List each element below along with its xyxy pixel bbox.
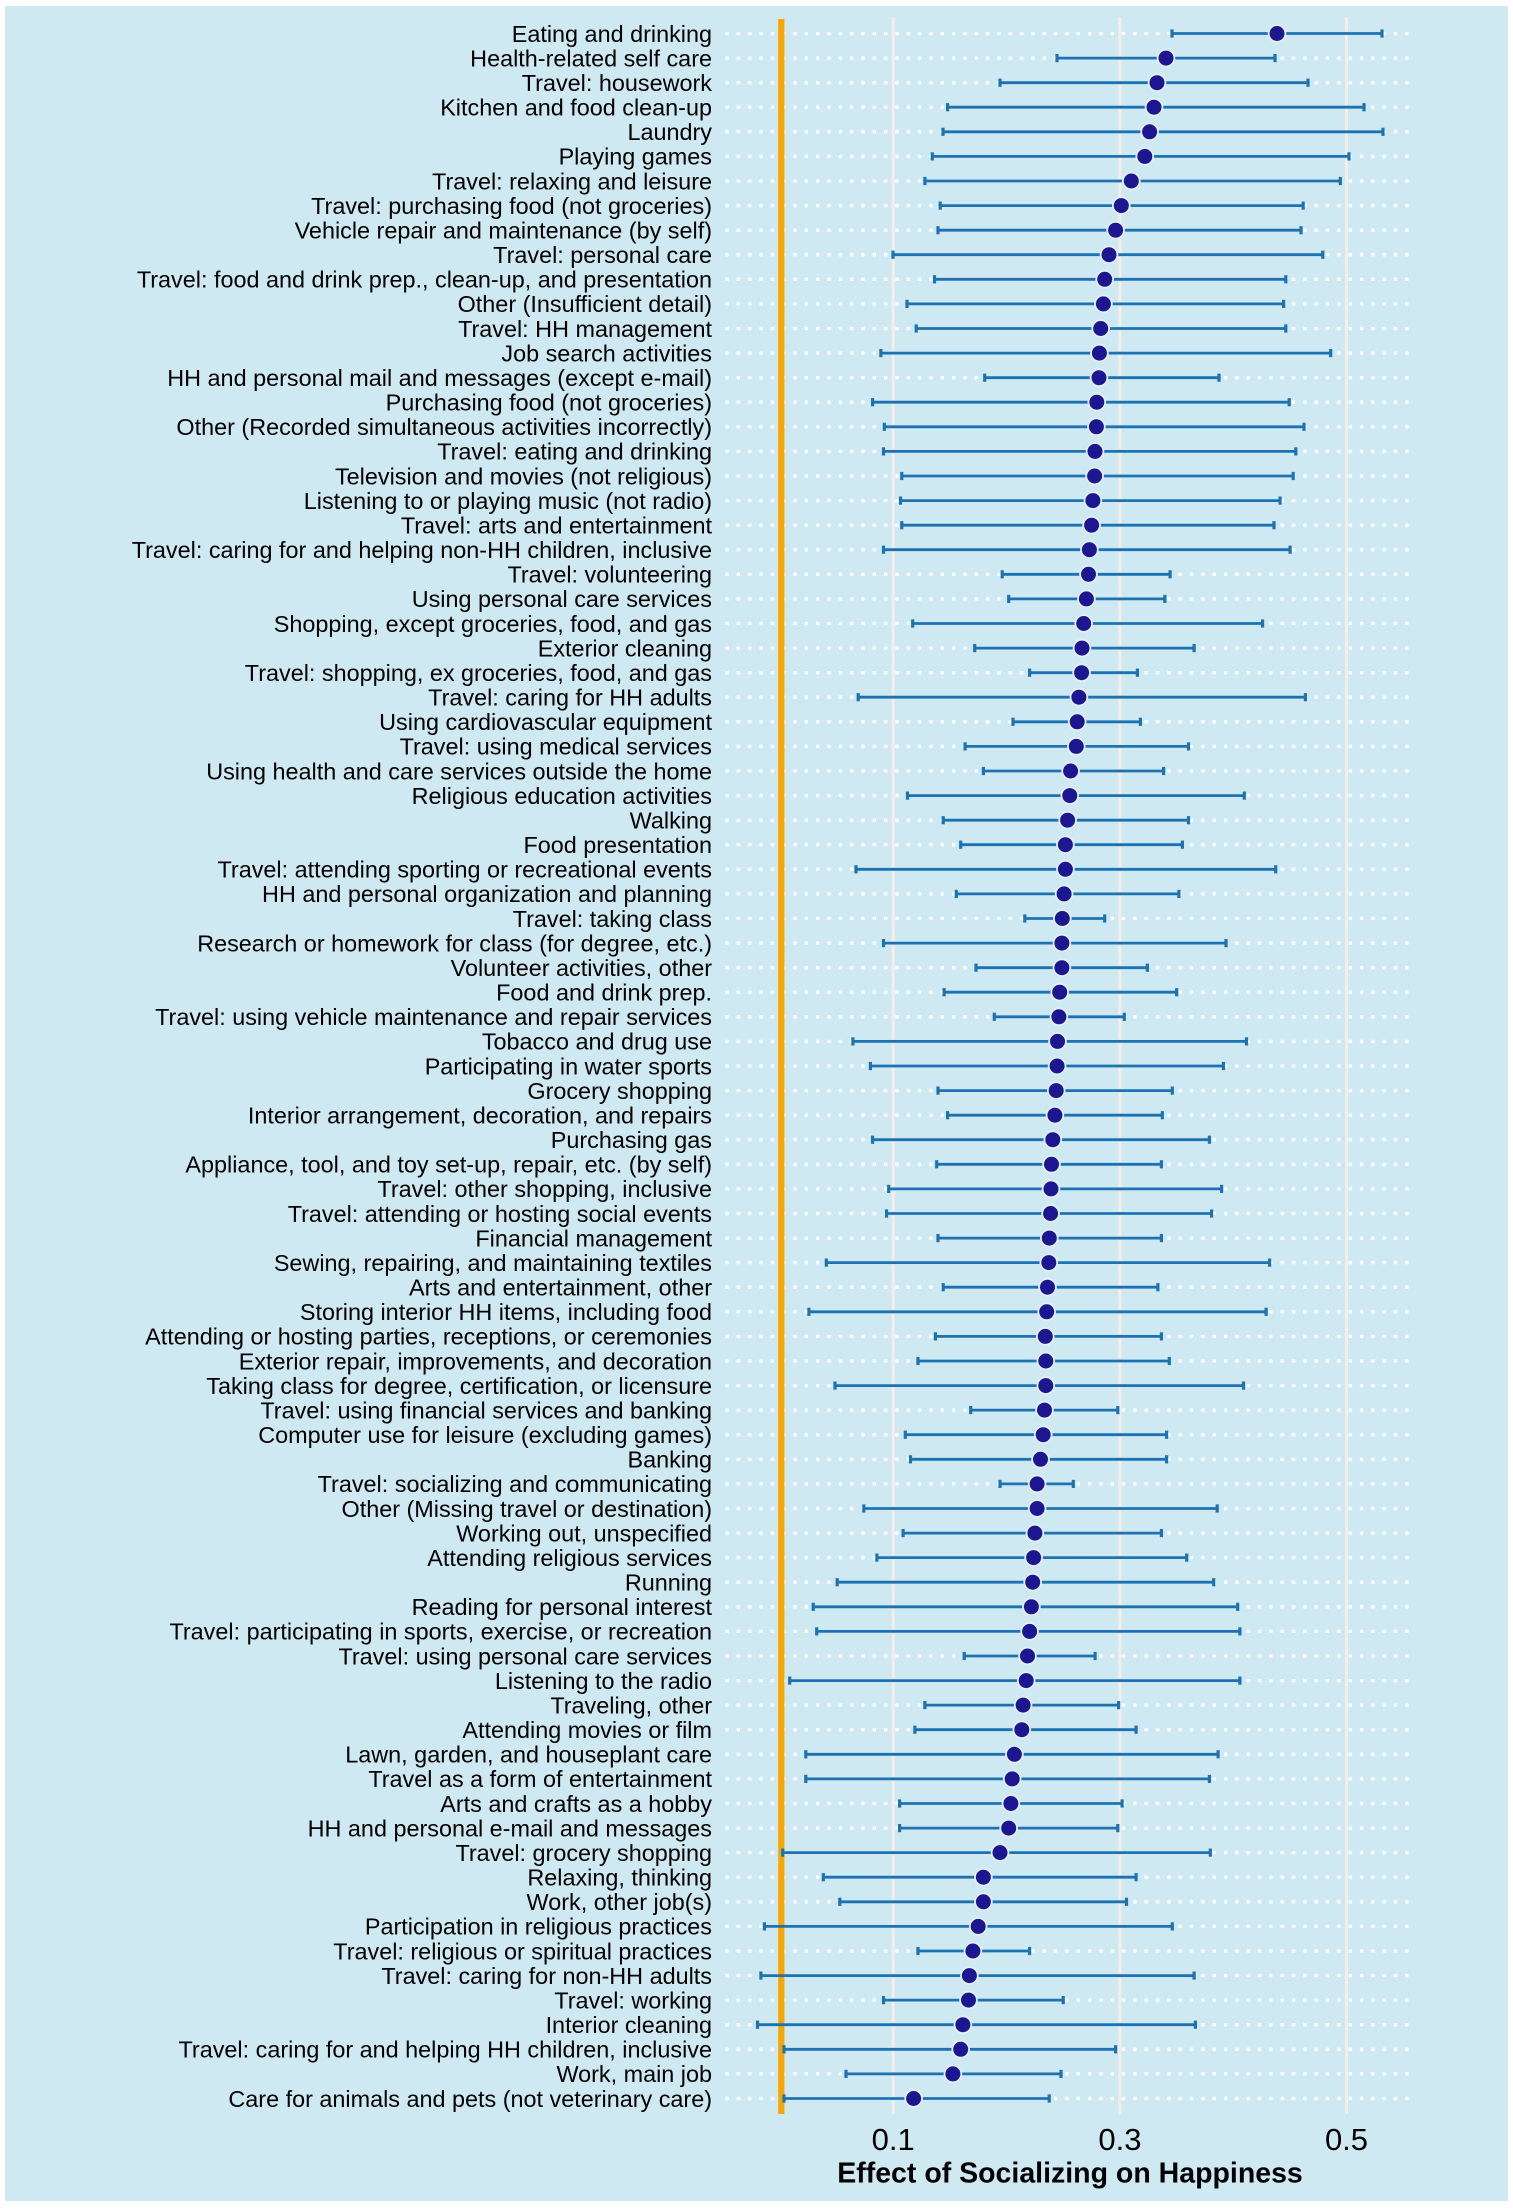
- svg-text:Travel as a form of entertainm: Travel as a form of entertainment: [368, 1766, 712, 1792]
- svg-text:Travel: housework: Travel: housework: [522, 70, 713, 96]
- svg-text:Working out, unspecified: Working out, unspecified: [456, 1520, 712, 1546]
- svg-text:Travel: food and drink prep.,: Travel: food and drink prep., clean-up, …: [137, 267, 712, 293]
- svg-text:Research or homework for class: Research or homework for class (for degr…: [197, 930, 712, 956]
- svg-text:Computer use for leisure (excl: Computer use for leisure (excluding game…: [258, 1422, 712, 1448]
- svg-text:Purchasing gas: Purchasing gas: [551, 1127, 712, 1153]
- svg-text:Using personal care services: Using personal care services: [412, 586, 712, 612]
- svg-text:Travel: using financial servic: Travel: using financial services and ban…: [260, 1397, 712, 1423]
- svg-text:Travel: HH management: Travel: HH management: [458, 316, 712, 342]
- svg-text:Travel: working: Travel: working: [554, 1987, 712, 2013]
- svg-text:Other (Missing travel or desti: Other (Missing travel or destination): [342, 1496, 713, 1522]
- svg-text:Tobacco and drug use: Tobacco and drug use: [482, 1029, 712, 1055]
- svg-text:Arts and crafts as a hobby: Arts and crafts as a hobby: [440, 1791, 712, 1817]
- svg-text:Work, other job(s): Work, other job(s): [527, 1889, 712, 1915]
- svg-text:Attending or hosting parties,: Attending or hosting parties, receptions…: [145, 1324, 712, 1350]
- svg-text:Travel: caring for HH adults: Travel: caring for HH adults: [428, 685, 712, 711]
- svg-text:Banking: Banking: [627, 1447, 712, 1473]
- svg-text:Interior arrangement, decorati: Interior arrangement, decoration, and re…: [248, 1103, 712, 1129]
- svg-text:Attending movies or film: Attending movies or film: [462, 1717, 712, 1743]
- svg-text:Travel: arts and entertainment: Travel: arts and entertainment: [401, 513, 713, 539]
- svg-text:Exterior cleaning: Exterior cleaning: [538, 635, 712, 661]
- svg-text:Storing interior HH items, inc: Storing interior HH items, including foo…: [300, 1299, 712, 1325]
- svg-text:Travel: participating in sport: Travel: participating in sports, exercis…: [169, 1619, 712, 1645]
- svg-text:Laundry: Laundry: [627, 119, 712, 145]
- svg-text:Using cardiovascular equipment: Using cardiovascular equipment: [379, 709, 712, 735]
- svg-text:Traveling, other: Traveling, other: [550, 1692, 712, 1718]
- svg-text:Sewing, repairing, and maintai: Sewing, repairing, and maintaining texti…: [274, 1250, 712, 1276]
- svg-text:Reading for personal interest: Reading for personal interest: [412, 1594, 713, 1620]
- svg-text:Travel: eating and drinking: Travel: eating and drinking: [437, 439, 712, 465]
- svg-text:Travel: relaxing and leisure: Travel: relaxing and leisure: [432, 168, 712, 194]
- svg-text:Attending religious services: Attending religious services: [427, 1545, 712, 1571]
- svg-text:0.5: 0.5: [1325, 2122, 1368, 2157]
- svg-text:Travel: shopping, ex groceries: Travel: shopping, ex groceries, food, an…: [245, 660, 712, 686]
- svg-text:HH and personal e-mail and mes: HH and personal e-mail and messages: [308, 1815, 712, 1841]
- svg-text:Other (Recorded simultaneous a: Other (Recorded simultaneous activities …: [176, 414, 712, 440]
- svg-text:Volunteer activities, other: Volunteer activities, other: [451, 955, 713, 981]
- svg-text:Walking: Walking: [630, 808, 712, 834]
- svg-text:Exterior repair, improvements,: Exterior repair, improvements, and decor…: [239, 1348, 712, 1374]
- svg-text:Kitchen and food clean-up: Kitchen and food clean-up: [440, 95, 712, 121]
- svg-text:Health-related self care: Health-related self care: [470, 45, 712, 71]
- svg-text:Eating and drinking: Eating and drinking: [512, 21, 712, 47]
- svg-text:Travel: attending sporting or: Travel: attending sporting or recreation…: [217, 857, 712, 883]
- svg-text:Financial management: Financial management: [475, 1225, 712, 1251]
- svg-text:Listening to or playing music: Listening to or playing music (not radio…: [304, 488, 712, 514]
- svg-text:0.1: 0.1: [872, 2122, 915, 2157]
- svg-text:Travel: attending or hosting s: Travel: attending or hosting social even…: [288, 1201, 712, 1227]
- svg-text:Listening to the radio: Listening to the radio: [495, 1668, 712, 1694]
- svg-text:Job search activities: Job search activities: [501, 340, 712, 366]
- svg-text:Travel: grocery shopping: Travel: grocery shopping: [455, 1840, 712, 1866]
- svg-text:Effect of Socializing on Happi: Effect of Socializing on Happiness: [837, 2158, 1303, 2190]
- svg-text:HH and personal organization a: HH and personal organization and plannin…: [262, 881, 712, 907]
- svg-text:HH and personal mail and messa: HH and personal mail and messages (excep…: [167, 365, 712, 391]
- svg-text:Grocery shopping: Grocery shopping: [527, 1078, 712, 1104]
- svg-text:Travel: using medical services: Travel: using medical services: [400, 734, 712, 760]
- svg-text:Appliance, tool, and toy set-u: Appliance, tool, and toy set-up, repair,…: [185, 1152, 712, 1178]
- svg-text:Purchasing food (not groceries: Purchasing food (not groceries): [386, 390, 712, 416]
- svg-text:Travel: personal care: Travel: personal care: [493, 242, 712, 268]
- svg-text:Travel: caring for non-HH adul: Travel: caring for non-HH adults: [381, 1963, 712, 1989]
- svg-text:Travel: taking class: Travel: taking class: [513, 906, 712, 932]
- svg-text:Participation in religious pra: Participation in religious practices: [365, 1914, 712, 1940]
- svg-text:Travel: purchasing food (not g: Travel: purchasing food (not groceries): [311, 193, 712, 219]
- svg-text:0.3: 0.3: [1098, 2122, 1141, 2157]
- svg-text:Shopping, except groceries, fo: Shopping, except groceries, food, and ga…: [274, 611, 712, 637]
- svg-text:Travel: socializing and commun: Travel: socializing and communicating: [318, 1471, 712, 1497]
- svg-text:Relaxing, thinking: Relaxing, thinking: [527, 1865, 712, 1891]
- svg-text:Travel: caring for and helping: Travel: caring for and helping HH childr…: [179, 2037, 712, 2063]
- svg-text:Lawn, garden, and houseplant c: Lawn, garden, and houseplant care: [345, 1742, 712, 1768]
- svg-text:Travel: volunteering: Travel: volunteering: [507, 562, 712, 588]
- svg-text:Religious education activities: Religious education activities: [412, 783, 712, 809]
- svg-text:Playing games: Playing games: [559, 144, 712, 170]
- svg-text:Running: Running: [625, 1570, 712, 1596]
- svg-text:Using health and care services: Using health and care services outside t…: [206, 758, 712, 784]
- svg-text:Travel: using vehicle maintena: Travel: using vehicle maintenance and re…: [155, 1004, 712, 1030]
- svg-text:Participating in water sports: Participating in water sports: [425, 1053, 712, 1079]
- svg-text:Travel: other shopping, inclus: Travel: other shopping, inclusive: [377, 1176, 712, 1202]
- svg-text:Care for animals and pets (not: Care for animals and pets (not veterinar…: [228, 2086, 712, 2112]
- svg-text:Taking class for degree, certi: Taking class for degree, certification, …: [206, 1373, 712, 1399]
- svg-text:Travel: caring for and helping: Travel: caring for and helping non-HH ch…: [132, 537, 712, 563]
- svg-text:Travel: religious or spiritual: Travel: religious or spiritual practices: [333, 1938, 712, 1964]
- svg-text:Food and drink prep.: Food and drink prep.: [496, 980, 712, 1006]
- svg-text:Other (Insufficient detail): Other (Insufficient detail): [458, 291, 712, 317]
- svg-text:Food presentation: Food presentation: [523, 832, 712, 858]
- svg-text:Vehicle repair and maintenance: Vehicle repair and maintenance (by self): [295, 218, 712, 244]
- svg-text:Travel: using personal care se: Travel: using personal care services: [338, 1643, 712, 1669]
- svg-text:Work, main job: Work, main job: [556, 2061, 712, 2087]
- svg-text:Television and movies (not rel: Television and movies (not religious): [335, 463, 712, 489]
- svg-text:Arts and entertainment, other: Arts and entertainment, other: [409, 1275, 712, 1301]
- svg-text:Interior cleaning: Interior cleaning: [546, 2012, 712, 2038]
